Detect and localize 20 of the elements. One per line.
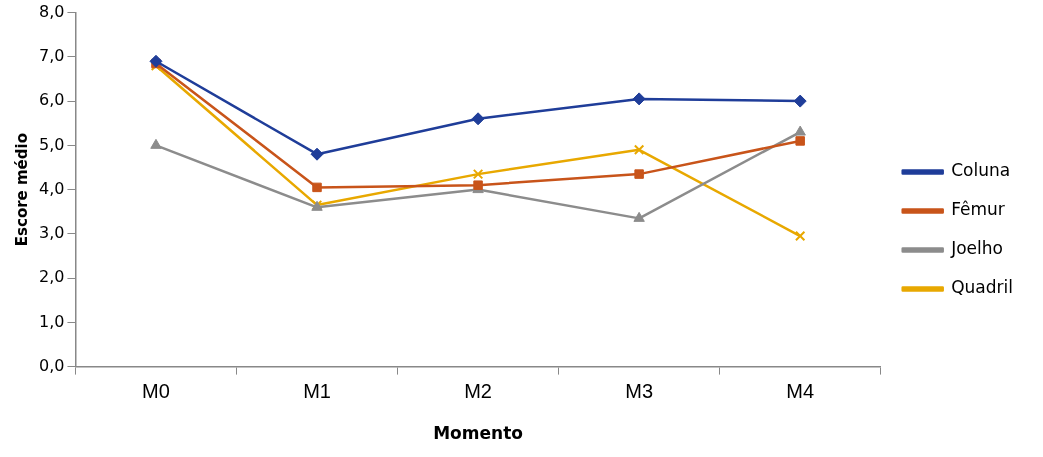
- y-tick-label: 3,0: [38, 223, 65, 243]
- y-tick-label: 8,0: [38, 1, 65, 21]
- y-axis-title: Escore médio: [12, 133, 31, 247]
- y-tick-label: 0,0: [38, 355, 65, 375]
- y-tick-label: 5,0: [38, 134, 65, 154]
- legend-label: Fêmur: [951, 199, 1005, 220]
- y-tick-label: 2,0: [38, 267, 65, 287]
- y-tick-label: 6,0: [38, 90, 65, 110]
- x-tick-label: M4: [786, 380, 815, 403]
- y-tick-label: 7,0: [38, 46, 65, 66]
- y-tick-label: 4,0: [38, 178, 65, 198]
- y-tick-label: 1,0: [38, 311, 65, 331]
- x-axis-title: Momento: [433, 423, 523, 444]
- x-tick-label: M1: [303, 380, 331, 403]
- legend-label: Coluna: [951, 160, 1011, 181]
- legend-label: Quadril: [951, 277, 1014, 298]
- x-tick-label: M0: [142, 380, 170, 403]
- legend-label: Joelho: [950, 238, 1003, 259]
- x-tick-label: M3: [625, 380, 654, 403]
- x-tick-label: M2: [464, 380, 492, 403]
